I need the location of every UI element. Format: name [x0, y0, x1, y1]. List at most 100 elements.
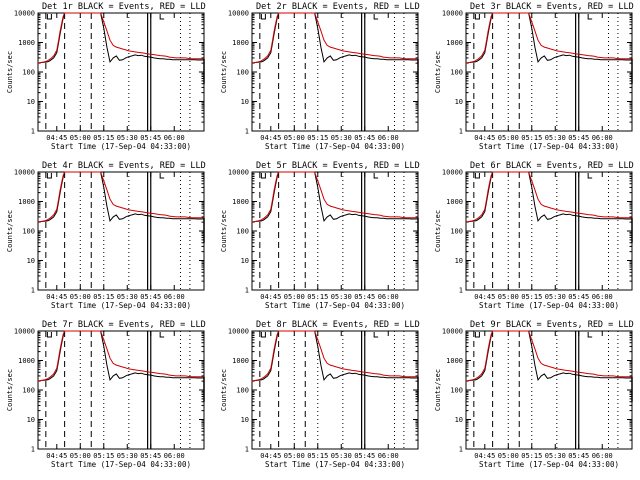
x-tick-label: 05:45 — [140, 134, 161, 142]
y-tick-label: 1000 — [18, 39, 35, 47]
x-tick-label: 06:00 — [378, 134, 399, 142]
x-tick-label: 05:15 — [93, 293, 114, 301]
x-axis-label: Start Time (17-Sep-04 04:33:00) — [479, 142, 619, 151]
x-tick-label: 05:15 — [307, 293, 328, 301]
x-tick-label: 04:45 — [260, 452, 281, 460]
events-series-line — [251, 12, 418, 64]
lld-series-line — [251, 330, 418, 382]
chart-panel: Det 3r BLACK = Events, RED = LLD 1 10 100 10… — [434, 2, 634, 151]
x-tick-label: 05:45 — [354, 134, 375, 142]
x-axis-label: Start Time (17-Sep-04 04:33:00) — [51, 460, 191, 469]
interval-bracket-mark — [260, 173, 266, 179]
x-tick-label: 04:45 — [46, 134, 67, 142]
lld-series-line — [251, 171, 418, 223]
y-tick-label: 1000 — [232, 198, 249, 206]
y-axis-label: Counts/sec — [6, 51, 14, 93]
y-tick-label: 100 — [236, 69, 249, 77]
y-axis-label: Counts/sec — [6, 369, 14, 411]
chart-panel: Det 9r BLACK = Events, RED = LLD 1 10 100 10… — [434, 320, 634, 469]
plot-frame — [465, 12, 633, 132]
interval-bracket-mark — [373, 14, 379, 20]
events-series-line — [37, 171, 204, 223]
plot-frame — [37, 330, 205, 450]
chart-title: Det 8r BLACK = Events, RED = LLD — [256, 320, 420, 330]
lld-series-line — [37, 171, 204, 223]
x-tick-label: 05:00 — [70, 452, 91, 460]
plot-frame — [37, 171, 205, 291]
x-tick-label: 05:30 — [117, 293, 138, 301]
y-axis-label: Counts/sec — [220, 210, 228, 252]
x-tick-label: 05:30 — [545, 293, 566, 301]
x-axis-label: Start Time (17-Sep-04 04:33:00) — [479, 460, 619, 469]
y-tick-label: 10000 — [228, 169, 249, 177]
y-tick-label: 1 — [459, 128, 463, 136]
events-series-line — [37, 12, 204, 64]
chart-title: Det 4r BLACK = Events, RED = LLD — [42, 161, 206, 171]
chart-panel: Det 1r BLACK = Events, RED = LLD 1 10 100 10… — [6, 2, 206, 151]
interval-bracket-mark — [260, 332, 266, 338]
interval-bracket-mark — [587, 173, 593, 179]
chart-panel: Det 2r BLACK = Events, RED = LLD 1 10 100 10… — [220, 2, 420, 151]
events-series-line — [465, 330, 632, 382]
x-tick-label: 05:30 — [545, 134, 566, 142]
x-axis-label: Start Time (17-Sep-04 04:33:00) — [265, 460, 405, 469]
x-tick-label: 06:00 — [164, 452, 185, 460]
y-tick-label: 1000 — [18, 198, 35, 206]
x-tick-label: 05:30 — [331, 134, 352, 142]
x-axis-label: Start Time (17-Sep-04 04:33:00) — [265, 142, 405, 151]
x-tick-label: 06:00 — [592, 293, 613, 301]
y-tick-label: 10000 — [442, 328, 463, 336]
x-tick-label: 06:00 — [592, 452, 613, 460]
x-tick-label: 05:00 — [70, 293, 91, 301]
plot-frame — [251, 171, 419, 291]
chart-panel: Det 4r BLACK = Events, RED = LLD 1 10 100 10… — [6, 161, 206, 310]
y-tick-label: 1 — [31, 287, 35, 295]
interval-bracket-mark — [46, 173, 52, 179]
x-tick-label: 05:15 — [521, 134, 542, 142]
plot-frame — [251, 12, 419, 132]
y-tick-label: 100 — [450, 228, 463, 236]
x-tick-label: 06:00 — [378, 452, 399, 460]
x-tick-label: 05:15 — [93, 452, 114, 460]
y-tick-label: 1000 — [446, 357, 463, 365]
lld-series-line — [251, 12, 418, 64]
chart-title: Det 5r BLACK = Events, RED = LLD — [256, 161, 420, 171]
y-tick-label: 100 — [22, 387, 35, 395]
interval-bracket-mark — [373, 332, 379, 338]
y-tick-label: 10 — [455, 416, 463, 424]
y-tick-label: 1 — [245, 287, 249, 295]
x-tick-label: 05:45 — [568, 293, 589, 301]
chart-title: Det 7r BLACK = Events, RED = LLD — [42, 320, 206, 330]
events-series-line — [465, 171, 632, 223]
interval-bracket-mark — [159, 332, 165, 338]
chart-panel: Det 6r BLACK = Events, RED = LLD 1 10 100 10… — [434, 161, 634, 310]
interval-bracket-mark — [474, 332, 480, 338]
y-tick-label: 1 — [31, 128, 35, 136]
y-tick-label: 100 — [450, 387, 463, 395]
x-tick-label: 06:00 — [378, 293, 399, 301]
y-tick-label: 10 — [455, 98, 463, 106]
events-series-line — [251, 330, 418, 382]
y-tick-label: 1 — [31, 446, 35, 454]
interval-bracket-mark — [587, 332, 593, 338]
x-tick-label: 04:45 — [474, 452, 495, 460]
y-axis-label: Counts/sec — [434, 51, 442, 93]
x-tick-label: 06:00 — [164, 293, 185, 301]
chart-title: Det 1r BLACK = Events, RED = LLD — [42, 2, 206, 12]
plot-frame — [37, 12, 205, 132]
x-tick-label: 05:45 — [568, 134, 589, 142]
interval-bracket-mark — [587, 14, 593, 20]
y-tick-label: 1000 — [232, 357, 249, 365]
interval-bracket-mark — [260, 14, 266, 20]
y-tick-label: 1 — [459, 446, 463, 454]
x-tick-label: 05:00 — [284, 452, 305, 460]
x-tick-label: 05:45 — [140, 452, 161, 460]
chart-panel: Det 8r BLACK = Events, RED = LLD 1 10 100 10… — [220, 320, 420, 469]
y-tick-label: 10 — [27, 416, 35, 424]
chart-title: Det 9r BLACK = Events, RED = LLD — [470, 320, 634, 330]
y-tick-label: 10 — [27, 98, 35, 106]
x-tick-label: 04:45 — [474, 134, 495, 142]
y-tick-label: 10000 — [14, 169, 35, 177]
lld-series-line — [37, 330, 204, 382]
x-tick-label: 05:30 — [331, 452, 352, 460]
